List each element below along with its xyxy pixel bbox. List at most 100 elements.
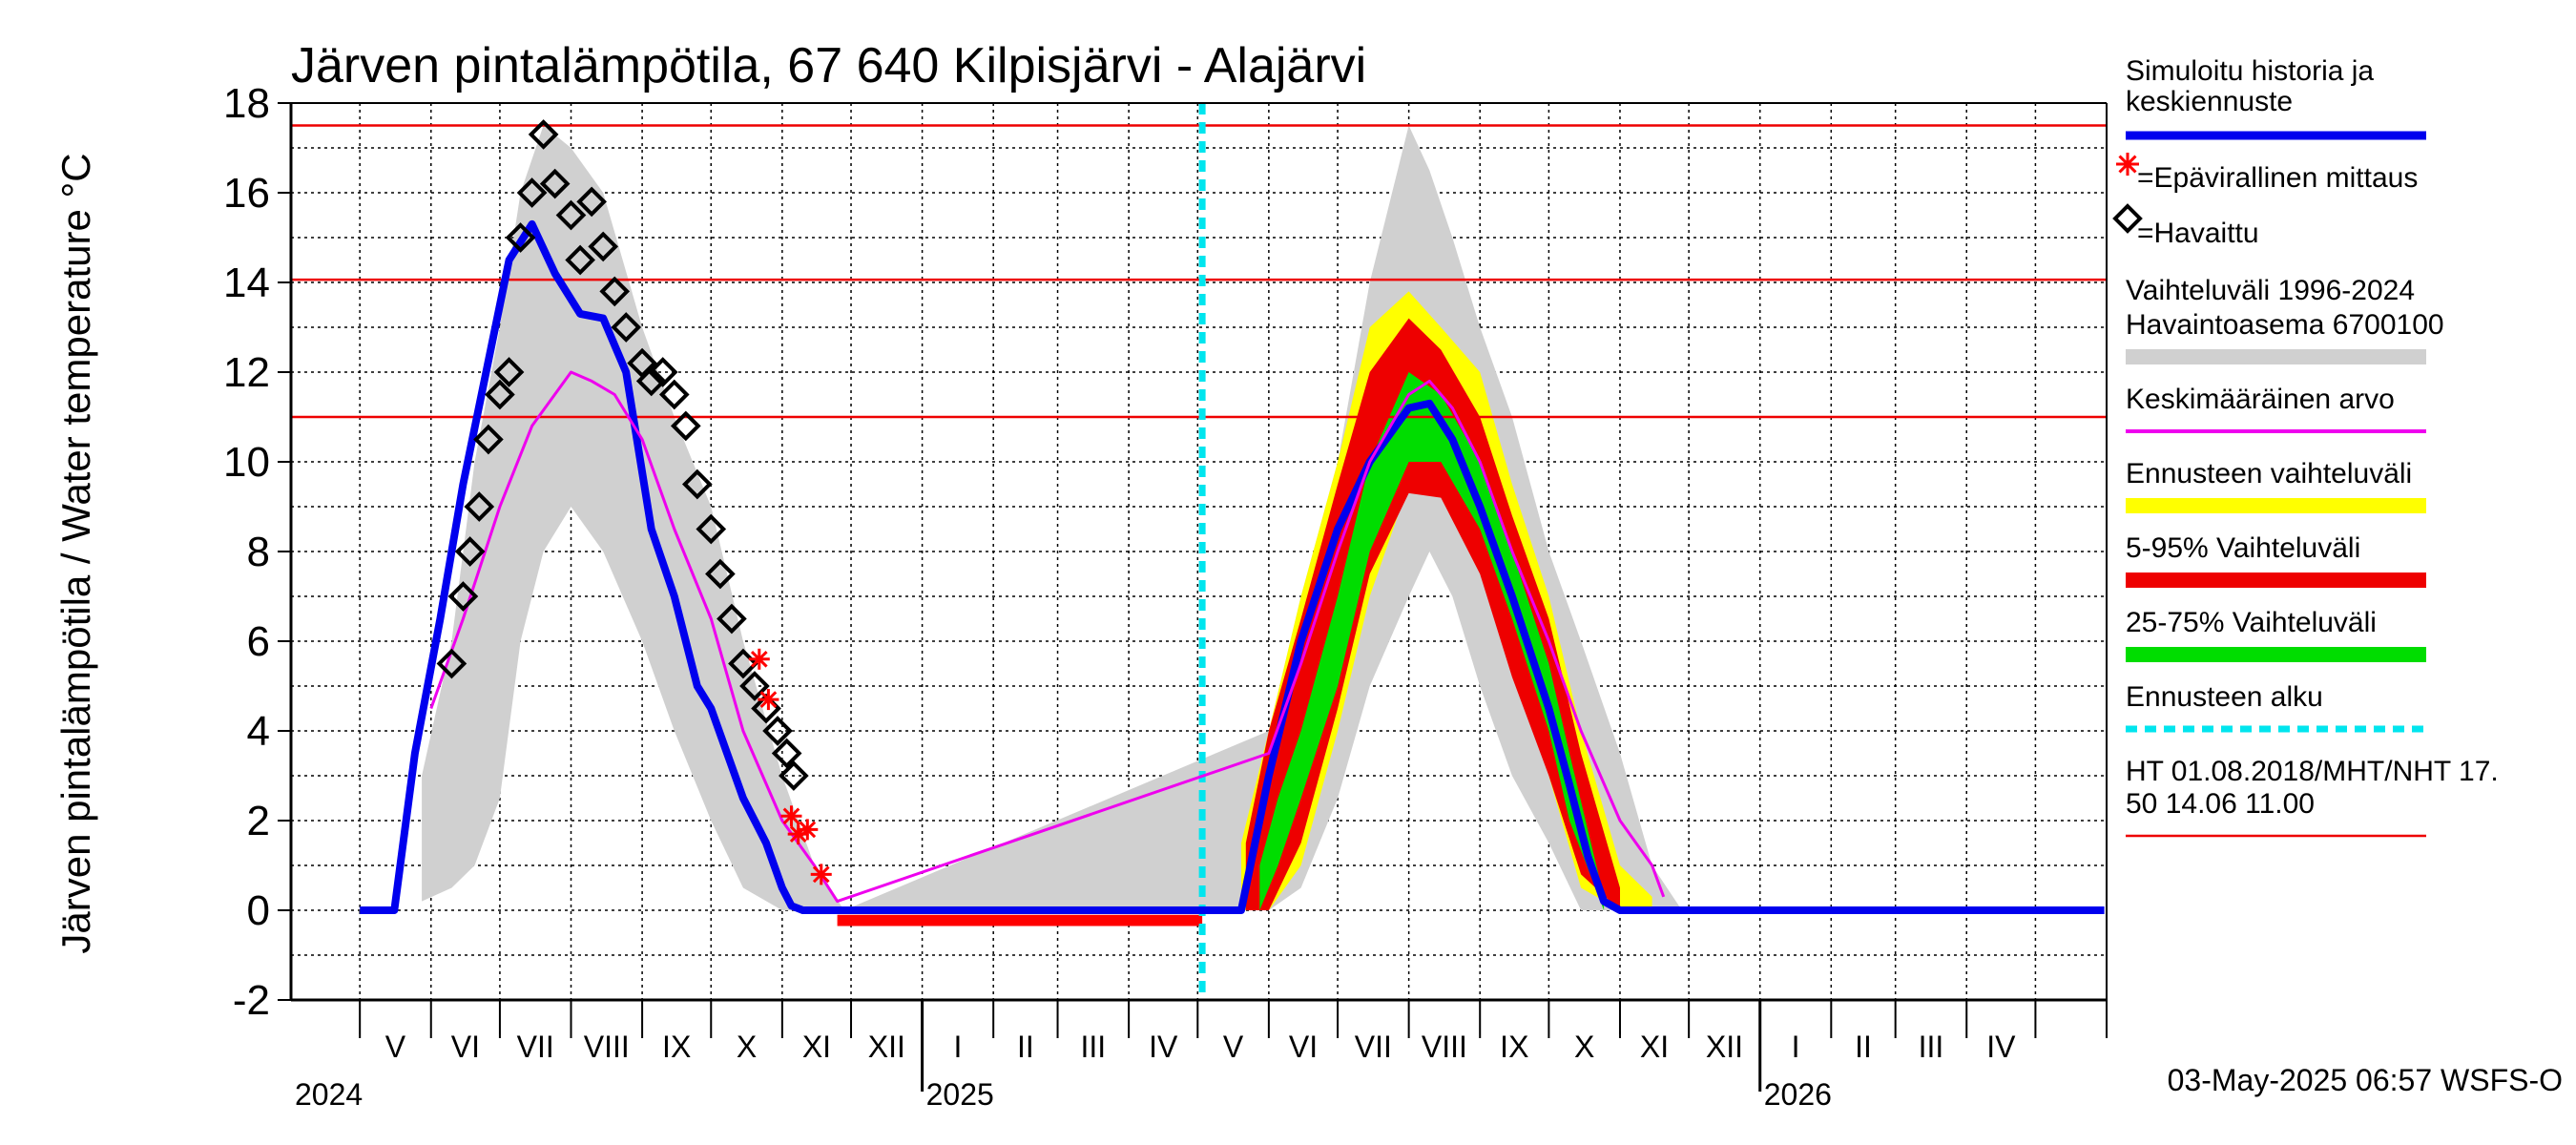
observed-point <box>670 410 701 442</box>
month-label: VIII <box>584 1030 630 1064</box>
observed-point <box>588 231 619 262</box>
legend-history-label-2: keskiennuste <box>2126 86 2293 117</box>
observed-point <box>505 222 536 253</box>
legend-p5-95-label: 5-95% Vaihteluväli <box>2126 532 2360 564</box>
month-label: XI <box>1640 1030 1669 1064</box>
month-label: IV <box>1986 1030 2016 1064</box>
unofficial-star-stroke <box>759 691 778 708</box>
ice-period-band <box>837 914 1203 926</box>
observed-point <box>436 648 467 679</box>
observed-point <box>473 424 504 455</box>
month-label: VII <box>517 1030 554 1064</box>
month-label: VII <box>1355 1030 1392 1064</box>
observed-point <box>739 671 770 701</box>
y-tick-label: 16 <box>223 170 270 217</box>
y-axis-label: Järven pintalämpötila / Water temperatur… <box>53 153 98 953</box>
unofficial-star-stroke <box>799 821 817 839</box>
month-label: II <box>1017 1030 1034 1064</box>
month-label: V <box>385 1030 406 1064</box>
observed-point <box>771 738 802 769</box>
p25-75-band <box>1259 372 1605 910</box>
unofficial-point <box>748 648 770 670</box>
y-tick-label: 4 <box>247 708 270 755</box>
observed-point <box>696 513 727 545</box>
observed-point <box>779 760 809 791</box>
month-label: IX <box>1500 1030 1528 1064</box>
month-label: III <box>1919 1030 1944 1064</box>
legend-hlines-label-2: 50 14.06 11.00 <box>2126 788 2315 820</box>
legend-unofficial-label: =Epävirallinen mittaus <box>2137 162 2418 194</box>
unofficial-point <box>810 864 832 885</box>
observed-point <box>658 379 690 410</box>
month-label: I <box>953 1030 962 1064</box>
month-label: X <box>737 1030 757 1064</box>
bands <box>422 125 1682 926</box>
observed-point <box>454 536 486 567</box>
year-label: 2025 <box>926 1077 994 1112</box>
month-label: V <box>1223 1030 1244 1064</box>
unofficial-point <box>780 805 802 827</box>
y-tick-label: 6 <box>247 618 270 665</box>
month-label: II <box>1855 1030 1872 1064</box>
legend-hlines-label: HT 01.08.2018/MHT/NHT 17. <box>2126 756 2499 787</box>
y-tick-label: 12 <box>223 349 270 396</box>
chart-title: Järven pintalämpötila, 67 640 Kilpisjärv… <box>291 38 1366 94</box>
y-tick-label: -2 <box>233 977 270 1024</box>
observed-point <box>635 365 667 397</box>
y-tick-label: 10 <box>223 439 270 486</box>
observed-point <box>493 357 525 387</box>
observed-point <box>611 312 642 343</box>
points <box>436 119 832 885</box>
month-label: I <box>1792 1030 1800 1064</box>
series-lines <box>360 219 2105 914</box>
legend-mean-label: Keskimääräinen arvo <box>2126 384 2395 415</box>
observed-point <box>516 177 548 208</box>
month-label: IX <box>662 1030 691 1064</box>
unofficial-point <box>797 819 819 841</box>
legend-range-label: Vaihteluväli 1996-2024 <box>2126 275 2415 306</box>
unofficial-star-stroke <box>812 865 830 884</box>
legend-range-label-2: Havaintoasema 6700100 <box>2126 309 2444 341</box>
observed-point <box>485 379 515 410</box>
observed-point <box>528 119 559 150</box>
y-tick-label: 14 <box>223 260 270 306</box>
mean-line <box>429 370 1666 904</box>
y-tick-label: 0 <box>247 887 270 934</box>
y-tick-label: 8 <box>247 529 270 575</box>
unofficial-star-stroke <box>2118 155 2137 174</box>
legend-p25-75-label: 25-75% Vaihteluväli <box>2126 607 2377 638</box>
observed-point <box>555 199 587 231</box>
observed-point <box>464 491 495 522</box>
year-label: 2026 <box>1764 1077 1832 1112</box>
reference-lines <box>291 103 2107 1000</box>
history-line <box>360 219 2105 914</box>
observed-point <box>576 186 607 218</box>
legend-observed-marker <box>2112 203 2143 234</box>
y-tick-label: 18 <box>223 80 270 127</box>
month-label: XII <box>1706 1030 1743 1064</box>
observed-point <box>539 168 571 199</box>
legend-forecast-start-label: Ennusteen alku <box>2126 681 2323 713</box>
y-tick-label: 2 <box>247 798 270 844</box>
observed-point <box>717 603 747 635</box>
month-label: X <box>1574 1030 1594 1064</box>
observed-point <box>762 716 793 746</box>
legend-history-label: Simuloitu historia ja <box>2126 55 2374 87</box>
month-label: III <box>1080 1030 1106 1064</box>
unofficial-star-stroke <box>750 650 768 668</box>
month-label: IV <box>1149 1030 1178 1064</box>
month-label: VI <box>1289 1030 1318 1064</box>
month-label: XI <box>802 1030 831 1064</box>
legend-unofficial-marker <box>2116 153 2139 176</box>
unofficial-point <box>758 689 779 711</box>
observed-point <box>565 244 595 276</box>
legend-forecast-range-label: Ennusteen vaihteluväli <box>2126 458 2412 489</box>
unofficial-star-stroke <box>782 807 800 825</box>
legend-observed-label: =Havaittu <box>2137 218 2259 249</box>
observed-point <box>705 558 736 590</box>
observed-point <box>447 581 479 612</box>
year-label: 2024 <box>295 1077 363 1112</box>
footer-timestamp: 03-May-2025 06:57 WSFS-O <box>2168 1063 2563 1097</box>
